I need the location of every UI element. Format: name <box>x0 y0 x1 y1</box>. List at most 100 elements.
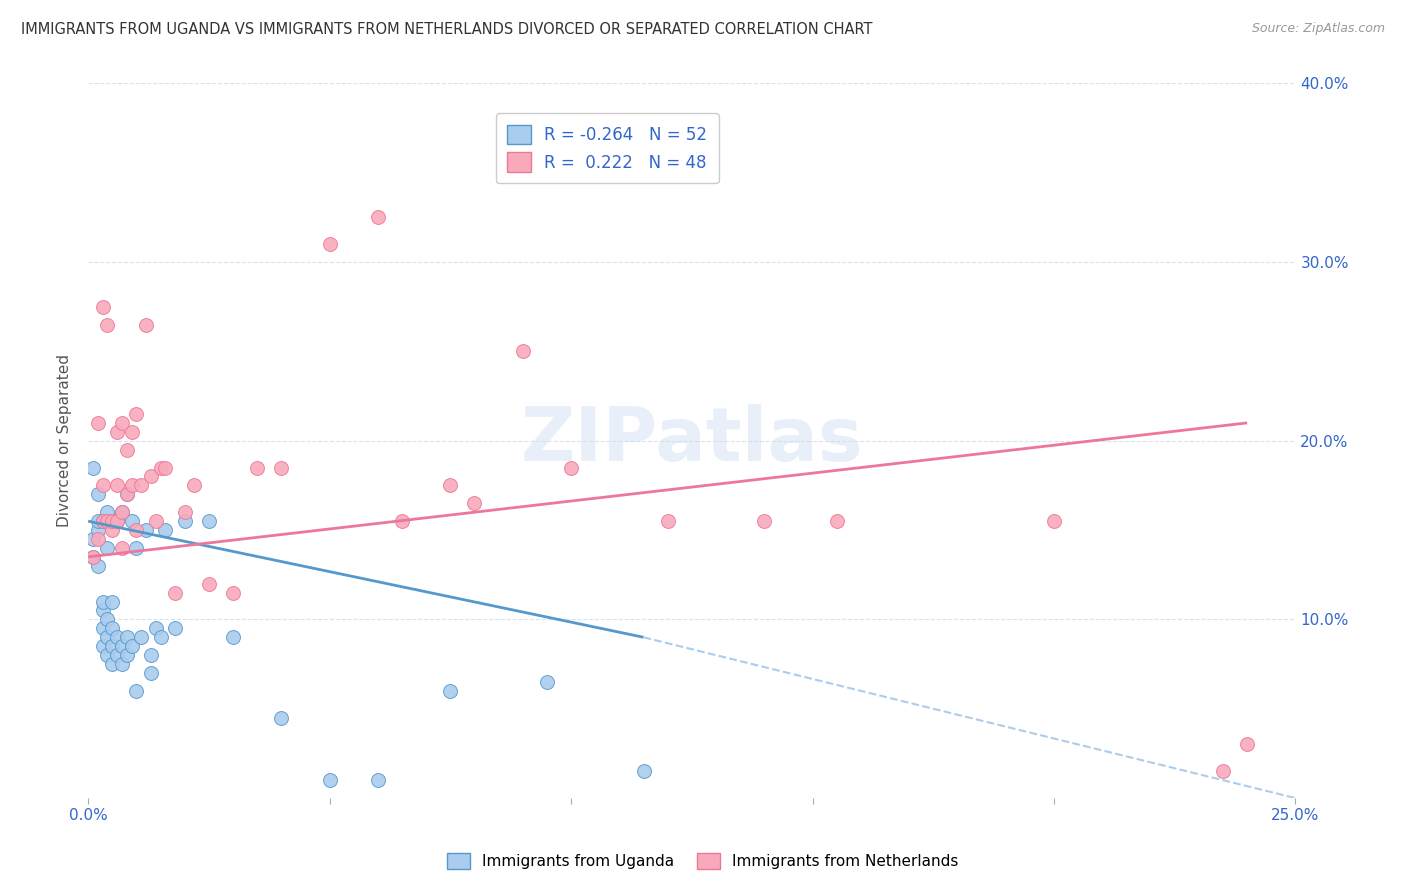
Point <box>391 514 413 528</box>
Point <box>222 585 245 599</box>
Point <box>367 211 389 225</box>
Point <box>121 514 143 528</box>
Point <box>270 460 292 475</box>
Point <box>91 621 114 635</box>
Point <box>463 496 485 510</box>
Point <box>96 648 118 662</box>
Point <box>91 639 114 653</box>
Point <box>145 514 167 528</box>
Point <box>111 505 134 519</box>
Point <box>91 594 114 608</box>
Point <box>155 523 177 537</box>
Point <box>111 657 134 671</box>
Point <box>121 639 143 653</box>
Point <box>439 478 461 492</box>
Point <box>121 425 143 439</box>
Point <box>439 684 461 698</box>
Point <box>318 237 340 252</box>
Point <box>173 505 195 519</box>
Point <box>96 505 118 519</box>
Point <box>105 514 128 528</box>
Text: Source: ZipAtlas.com: Source: ZipAtlas.com <box>1251 22 1385 36</box>
Point <box>111 639 134 653</box>
Point <box>111 541 134 555</box>
Point <box>129 478 152 492</box>
Point <box>135 523 157 537</box>
Point <box>512 344 534 359</box>
Point <box>115 630 138 644</box>
Point <box>82 460 104 475</box>
Point <box>633 764 655 779</box>
Text: ZIPatlas: ZIPatlas <box>520 404 863 477</box>
Point <box>105 630 128 644</box>
Point <box>198 514 221 528</box>
Point <box>87 416 110 430</box>
Point <box>105 514 128 528</box>
Point <box>105 648 128 662</box>
Point <box>125 684 148 698</box>
Point <box>101 639 124 653</box>
Point <box>105 425 128 439</box>
Point <box>825 514 848 528</box>
Point <box>367 773 389 788</box>
Point <box>96 612 118 626</box>
Point <box>135 318 157 332</box>
Point <box>87 487 110 501</box>
Point <box>139 469 162 483</box>
Point <box>121 478 143 492</box>
Point <box>82 549 104 564</box>
Point <box>129 630 152 644</box>
Point <box>536 675 558 690</box>
Point <box>246 460 269 475</box>
Text: IMMIGRANTS FROM UGANDA VS IMMIGRANTS FROM NETHERLANDS DIVORCED OR SEPARATED CORR: IMMIGRANTS FROM UGANDA VS IMMIGRANTS FRO… <box>21 22 873 37</box>
Point <box>91 478 114 492</box>
Point <box>560 460 582 475</box>
Point <box>139 665 162 680</box>
Point <box>318 773 340 788</box>
Point <box>101 657 124 671</box>
Point <box>145 621 167 635</box>
Point <box>87 558 110 573</box>
Point <box>96 318 118 332</box>
Point <box>1236 738 1258 752</box>
Y-axis label: Divorced or Separated: Divorced or Separated <box>58 354 72 527</box>
Point <box>149 630 172 644</box>
Point <box>91 603 114 617</box>
Point <box>96 514 118 528</box>
Point <box>101 621 124 635</box>
Point <box>96 541 118 555</box>
Point <box>82 532 104 546</box>
Point <box>125 541 148 555</box>
Point <box>87 532 110 546</box>
Point <box>101 514 124 528</box>
Point <box>183 478 205 492</box>
Point <box>155 460 177 475</box>
Point <box>101 514 124 528</box>
Point <box>115 442 138 457</box>
Point <box>91 300 114 314</box>
Legend: Immigrants from Uganda, Immigrants from Netherlands: Immigrants from Uganda, Immigrants from … <box>441 847 965 875</box>
Point <box>198 576 221 591</box>
Point <box>165 585 187 599</box>
Point <box>115 487 138 501</box>
Point <box>754 514 776 528</box>
Point <box>111 416 134 430</box>
Point <box>111 505 134 519</box>
Point <box>101 523 124 537</box>
Point <box>91 514 114 528</box>
Point <box>1043 514 1066 528</box>
Point <box>115 648 138 662</box>
Point <box>125 407 148 421</box>
Point <box>115 487 138 501</box>
Point <box>173 514 195 528</box>
Point <box>657 514 679 528</box>
Point <box>125 523 148 537</box>
Point <box>105 478 128 492</box>
Point <box>82 549 104 564</box>
Point <box>87 514 110 528</box>
Point <box>149 460 172 475</box>
Point <box>96 630 118 644</box>
Point <box>1212 764 1234 779</box>
Point <box>101 594 124 608</box>
Point <box>139 648 162 662</box>
